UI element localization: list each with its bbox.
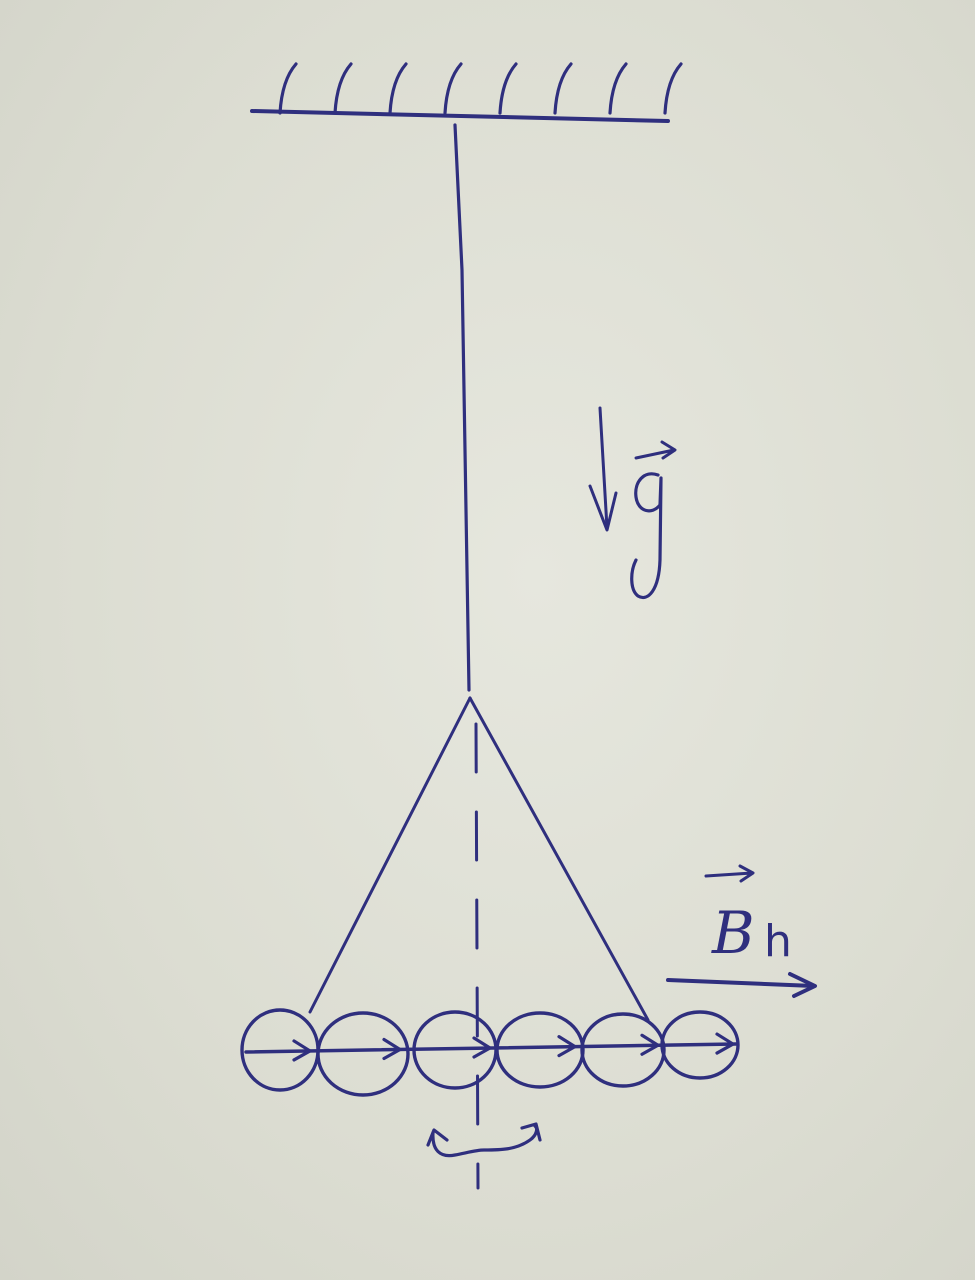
left-string xyxy=(308,696,472,1014)
ring-magnet xyxy=(316,1011,410,1097)
hatch-mark xyxy=(443,62,463,115)
rotation-arc xyxy=(431,1124,539,1158)
hatch-mark xyxy=(498,62,518,115)
field-arrowhead xyxy=(788,972,817,998)
magnetization-arrowhead xyxy=(557,1035,577,1058)
magnetization-arrowheads xyxy=(292,1032,735,1062)
ceiling-hatching xyxy=(278,62,683,115)
gravity-arrow-shaft xyxy=(598,406,609,530)
hatch-mark xyxy=(553,62,573,115)
field-vector-bar xyxy=(704,864,755,883)
gravity-symbol-glyph xyxy=(630,472,663,600)
magnetization-arrowhead xyxy=(472,1036,492,1059)
gravity-vector: g xyxy=(0,0,677,600)
hatch-mark xyxy=(663,62,683,115)
ceiling-support xyxy=(250,62,683,123)
rotation-indicator xyxy=(426,1122,542,1158)
rotation-axis xyxy=(474,722,480,1190)
magnetization-arrowhead xyxy=(382,1037,402,1061)
hatch-mark xyxy=(333,62,353,115)
gravity-vector-bar xyxy=(634,440,677,460)
hatch-mark xyxy=(388,62,408,115)
magnetization-arrowhead xyxy=(640,1033,660,1056)
rotation-arrow-left xyxy=(426,1128,449,1147)
suspension-thread xyxy=(453,123,471,692)
magnetization-line xyxy=(244,1032,738,1062)
field-subscript-h: h xyxy=(764,916,792,967)
rotation-arrow-right xyxy=(520,1122,542,1142)
magnetization-arrowhead xyxy=(715,1032,735,1055)
gravity-arrowhead xyxy=(588,484,618,532)
field-symbol-b: B xyxy=(711,899,755,967)
field-arrow-shaft xyxy=(666,978,816,988)
field-vector-bh: B h xyxy=(666,864,817,998)
right-string xyxy=(468,696,650,1022)
hatch-mark xyxy=(278,62,298,115)
hatch-mark xyxy=(608,62,628,115)
gravity-label: g xyxy=(0,0,1,1)
magnetization-arrowhead xyxy=(292,1039,312,1062)
bridle-strings xyxy=(308,696,650,1022)
ceiling-line xyxy=(250,109,670,123)
